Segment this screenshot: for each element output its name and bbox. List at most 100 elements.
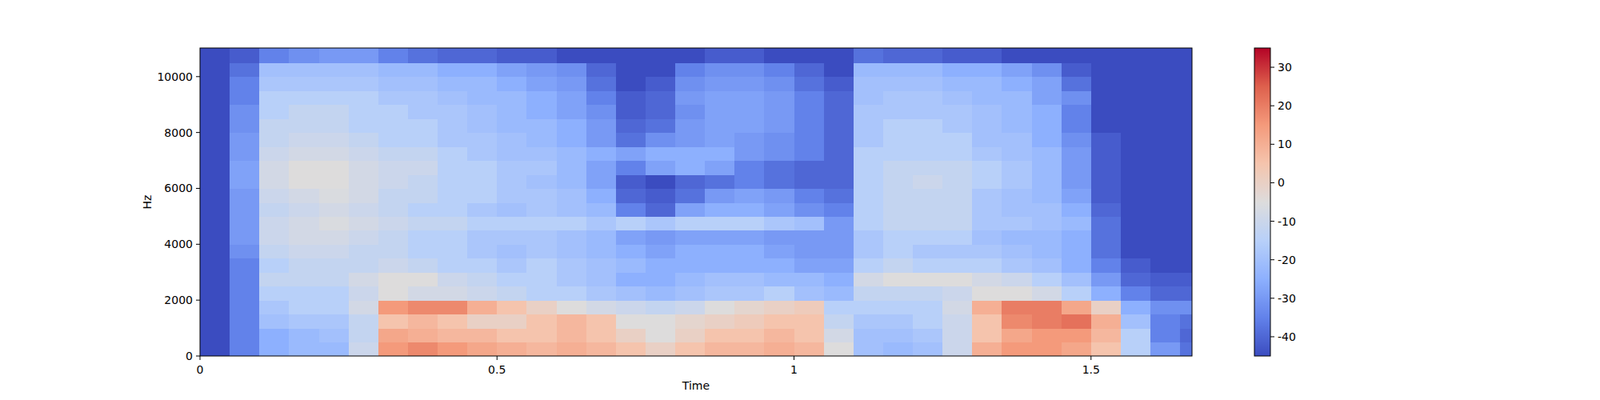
cell: [1091, 202, 1122, 217]
cell: [1001, 258, 1032, 273]
cell: [972, 48, 1003, 64]
cell: [229, 216, 260, 231]
y-tick-label: 10000: [156, 70, 193, 84]
cell: [1061, 258, 1092, 273]
cell: [853, 104, 884, 120]
cell: [586, 328, 617, 343]
cell: [526, 202, 557, 217]
cell: [824, 160, 855, 176]
cell: [1032, 76, 1063, 92]
cell: [912, 146, 944, 161]
cell: [556, 300, 588, 315]
cell: [942, 300, 973, 315]
cell: [1150, 76, 1181, 92]
cell: [734, 132, 765, 148]
cell: [259, 272, 290, 287]
cell: [853, 188, 884, 203]
cell: [1150, 90, 1181, 105]
cell: [229, 118, 260, 133]
cell: [824, 328, 855, 343]
cell: [229, 314, 260, 329]
cell: [1120, 174, 1152, 189]
cell: [437, 76, 468, 92]
x-tick-label: 0.5: [488, 363, 506, 376]
cell: [824, 48, 855, 64]
cell: [912, 216, 944, 231]
cell: [645, 314, 676, 329]
cell: [348, 300, 380, 315]
y-axis-label: Hz: [140, 195, 154, 210]
cell: [408, 244, 439, 259]
cell: [259, 132, 290, 148]
cell: [912, 342, 944, 356]
cell: [288, 342, 320, 356]
y-tick-label: 8000: [164, 126, 193, 140]
cell: [972, 300, 1003, 315]
cell: [319, 62, 350, 77]
cell: [586, 62, 617, 77]
cell: [288, 314, 320, 329]
cell: [1032, 174, 1063, 189]
cell: [883, 272, 914, 287]
cell: [288, 146, 320, 161]
cell: [526, 146, 557, 161]
spectrogram-chart: 00.511.50200040006000800010000TimeHz-40-…: [0, 0, 1600, 400]
cell: [259, 118, 290, 133]
cell: [1061, 76, 1092, 92]
cell: [794, 202, 825, 217]
colorbar-tick-label: -20: [1277, 253, 1296, 267]
cell: [348, 202, 380, 217]
cell: [496, 244, 528, 259]
cell: [229, 160, 260, 176]
cell: [556, 272, 588, 287]
cell: [764, 118, 795, 133]
cell: [883, 286, 914, 301]
cell: [734, 314, 765, 329]
cell: [1091, 188, 1122, 203]
cell: [378, 230, 409, 245]
cell: [1091, 272, 1122, 287]
cell: [348, 146, 380, 161]
cell: [972, 244, 1003, 259]
cell: [526, 328, 557, 343]
y-tick: [196, 132, 200, 133]
cell: [378, 202, 409, 217]
cell: [764, 342, 795, 356]
cell: [526, 272, 557, 287]
cell: [526, 62, 557, 77]
cell: [556, 286, 588, 301]
cell: [616, 272, 647, 287]
cell: [704, 160, 736, 176]
y-tick-label: 6000: [164, 181, 193, 195]
cell: [259, 160, 290, 176]
cell: [616, 258, 647, 273]
cell: [1180, 328, 1192, 343]
cell: [645, 132, 676, 148]
cell: [704, 286, 736, 301]
cell: [496, 90, 528, 105]
cell: [1091, 132, 1122, 148]
cell: [853, 118, 884, 133]
cell: [1091, 258, 1122, 273]
cell: [883, 244, 914, 259]
cell: [259, 62, 290, 77]
cell: [824, 272, 855, 287]
cell: [912, 76, 944, 92]
cell: [1180, 146, 1192, 161]
cell: [1001, 342, 1032, 356]
cell: [556, 258, 588, 273]
cell: [378, 76, 409, 92]
cell: [645, 202, 676, 217]
cell: [408, 188, 439, 203]
cell: [200, 230, 231, 245]
cell: [1120, 90, 1152, 105]
cell: [348, 314, 380, 329]
cell: [1120, 104, 1152, 120]
cell: [704, 146, 736, 161]
cell: [912, 230, 944, 245]
cell: [645, 118, 676, 133]
cell: [616, 118, 647, 133]
cell: [1150, 188, 1181, 203]
cell: [319, 202, 350, 217]
cell: [675, 146, 706, 161]
